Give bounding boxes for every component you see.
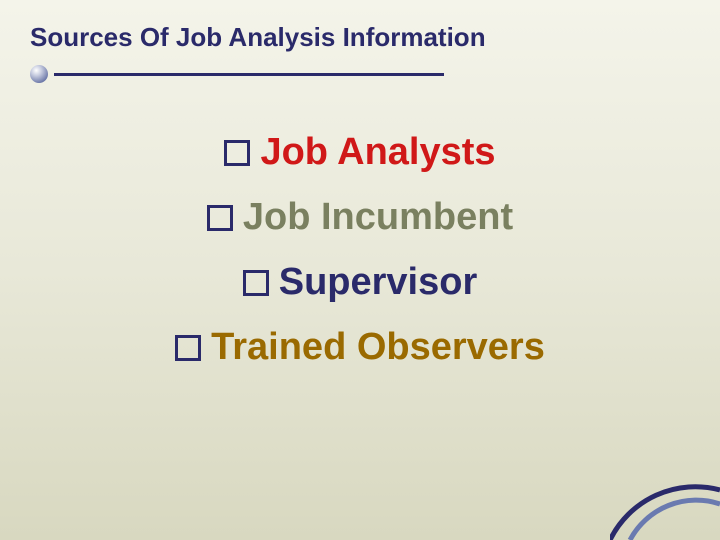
corner-decor-icon [610,480,720,540]
bullet-box-icon [207,205,233,231]
list-item: Supervisor [243,261,478,304]
list-item: Job Analysts [224,131,495,174]
rule-line [54,73,444,76]
item-label: Trained Observers [211,326,545,369]
bullet-box-icon [224,140,250,166]
rule-dot-icon [30,65,48,83]
bullet-box-icon [175,335,201,361]
corner-arc-inner [630,500,720,540]
list-item: Trained Observers [175,326,545,369]
corner-arc-outer [610,487,720,540]
item-label: Job Incumbent [243,196,513,239]
title-block: Sources Of Job Analysis Information [0,0,720,83]
page-title: Sources Of Job Analysis Information [30,22,690,53]
content-list: Job Analysts Job Incumbent Supervisor Tr… [0,83,720,369]
list-item: Job Incumbent [207,196,513,239]
item-label: Job Analysts [260,131,495,174]
item-label: Supervisor [279,261,478,304]
title-rule [30,65,690,83]
bullet-box-icon [243,270,269,296]
